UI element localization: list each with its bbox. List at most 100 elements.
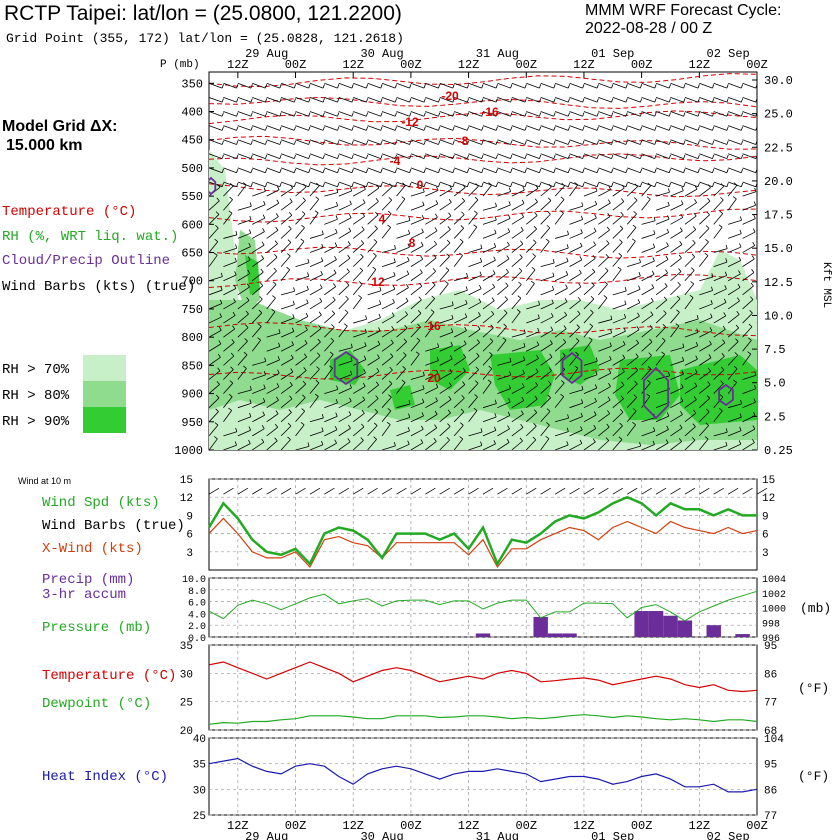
wind-barb — [641, 274, 655, 282]
wind-barb — [295, 383, 307, 394]
wind-barb-flag — [694, 368, 698, 373]
wind-barb-flag — [553, 154, 556, 159]
wind-barb — [295, 213, 306, 225]
heat-right-tick: 86 — [764, 785, 777, 797]
wind-barb — [684, 345, 698, 352]
wind-barb — [511, 139, 526, 145]
wind-barb-flag — [375, 211, 379, 216]
wind-barb-flag — [697, 168, 700, 173]
wind-barb — [338, 271, 350, 282]
surface-wind-barb — [670, 487, 681, 495]
wind-barb-flag — [639, 126, 643, 131]
wind-barb — [583, 111, 598, 117]
wind-barb-flag — [433, 437, 437, 442]
wind-barb — [727, 287, 741, 296]
wind-barb — [353, 167, 367, 174]
wind-barb — [627, 181, 641, 188]
wind-barb-flag — [726, 98, 729, 103]
wind-barb — [353, 111, 367, 117]
wind-barb — [324, 205, 338, 211]
wind-barb — [684, 332, 699, 338]
wind-barb — [756, 97, 757, 98]
wind-right-tick: 12 — [762, 493, 775, 505]
wind-barb — [309, 167, 324, 174]
wind-barb-flag — [288, 225, 292, 230]
wind-barb — [280, 139, 295, 145]
wind-barb-flag — [308, 140, 311, 145]
wind-barb — [699, 303, 713, 310]
wind-barb — [627, 315, 640, 324]
wind-barb-flag — [408, 216, 411, 221]
wind-barb — [396, 185, 406, 197]
wind-barb — [367, 398, 379, 408]
wind-barb — [626, 329, 640, 338]
wind-barb — [252, 258, 264, 267]
wind-barb — [367, 303, 381, 310]
wind-barb-flag — [596, 154, 599, 159]
wind-barb — [324, 299, 336, 310]
wind-barb-flag — [707, 381, 711, 386]
wind-barb — [396, 327, 408, 338]
wind-barb-flag — [634, 380, 638, 385]
wind-barb-flag — [639, 258, 641, 263]
wind-barb-flag — [694, 382, 698, 387]
wind-barb — [454, 181, 468, 188]
wind-barb-flag — [247, 269, 251, 274]
precip-bar — [634, 611, 649, 637]
surface-wind-barb — [598, 487, 609, 495]
wind-barb-flag — [422, 385, 425, 390]
wind-barb-flag — [753, 201, 757, 206]
wind-barb — [324, 139, 338, 145]
wind-barb — [540, 424, 550, 437]
temp-left-tick: 35 — [180, 641, 193, 653]
wind-barb — [526, 82, 540, 89]
temperature-contour — [209, 246, 757, 259]
wind-barb-flag — [278, 329, 281, 334]
wind-barb-flag — [307, 442, 310, 447]
wind-barb — [425, 271, 436, 282]
wind-barb — [410, 340, 421, 352]
wind-barb — [468, 125, 482, 131]
wind-barb-flag — [691, 267, 695, 271]
wind-barb-flag — [265, 98, 268, 103]
wind-barb — [511, 243, 524, 253]
pressure-right-tick: 996 — [762, 634, 780, 645]
wind-barb — [684, 412, 697, 423]
wind-barb — [598, 319, 612, 324]
wind-barb — [511, 153, 526, 159]
wind-barb-flag — [359, 267, 364, 271]
wind-barb — [352, 243, 365, 253]
wind-barb — [612, 228, 624, 239]
wind-barb — [684, 426, 696, 437]
wind-barb — [280, 242, 292, 253]
wind-barb — [266, 229, 279, 239]
wind-barb — [540, 262, 555, 268]
wind-barb — [583, 414, 597, 423]
wind-barb — [223, 153, 237, 159]
wind-barb-flag — [567, 126, 571, 131]
wind-barb — [684, 188, 698, 197]
wind-barb — [482, 206, 497, 211]
wind-barb-flag — [721, 353, 725, 357]
wind-barb — [655, 442, 669, 450]
wind-barb-flag — [521, 383, 525, 388]
wind-barb-flag — [302, 394, 306, 398]
wind-barb-flag — [691, 437, 696, 441]
wind-barb-flag — [460, 225, 464, 229]
wind-barb — [598, 229, 610, 239]
wind-barb — [540, 167, 554, 174]
wind-barb — [280, 215, 293, 225]
wind-barb — [295, 82, 309, 89]
wind-barb — [598, 426, 610, 437]
wind-barb-flag — [438, 140, 441, 145]
surface-wind-barb — [381, 487, 393, 495]
wind-barb — [627, 153, 641, 159]
wind-barb-flag — [363, 369, 366, 374]
wind-barb — [598, 440, 610, 450]
wind-barb — [684, 97, 699, 103]
wind-barb — [266, 243, 278, 253]
wind-barb — [367, 344, 381, 352]
wind-barb — [482, 354, 493, 366]
wind-barb-flag — [732, 196, 737, 200]
wind-barb — [612, 97, 627, 103]
